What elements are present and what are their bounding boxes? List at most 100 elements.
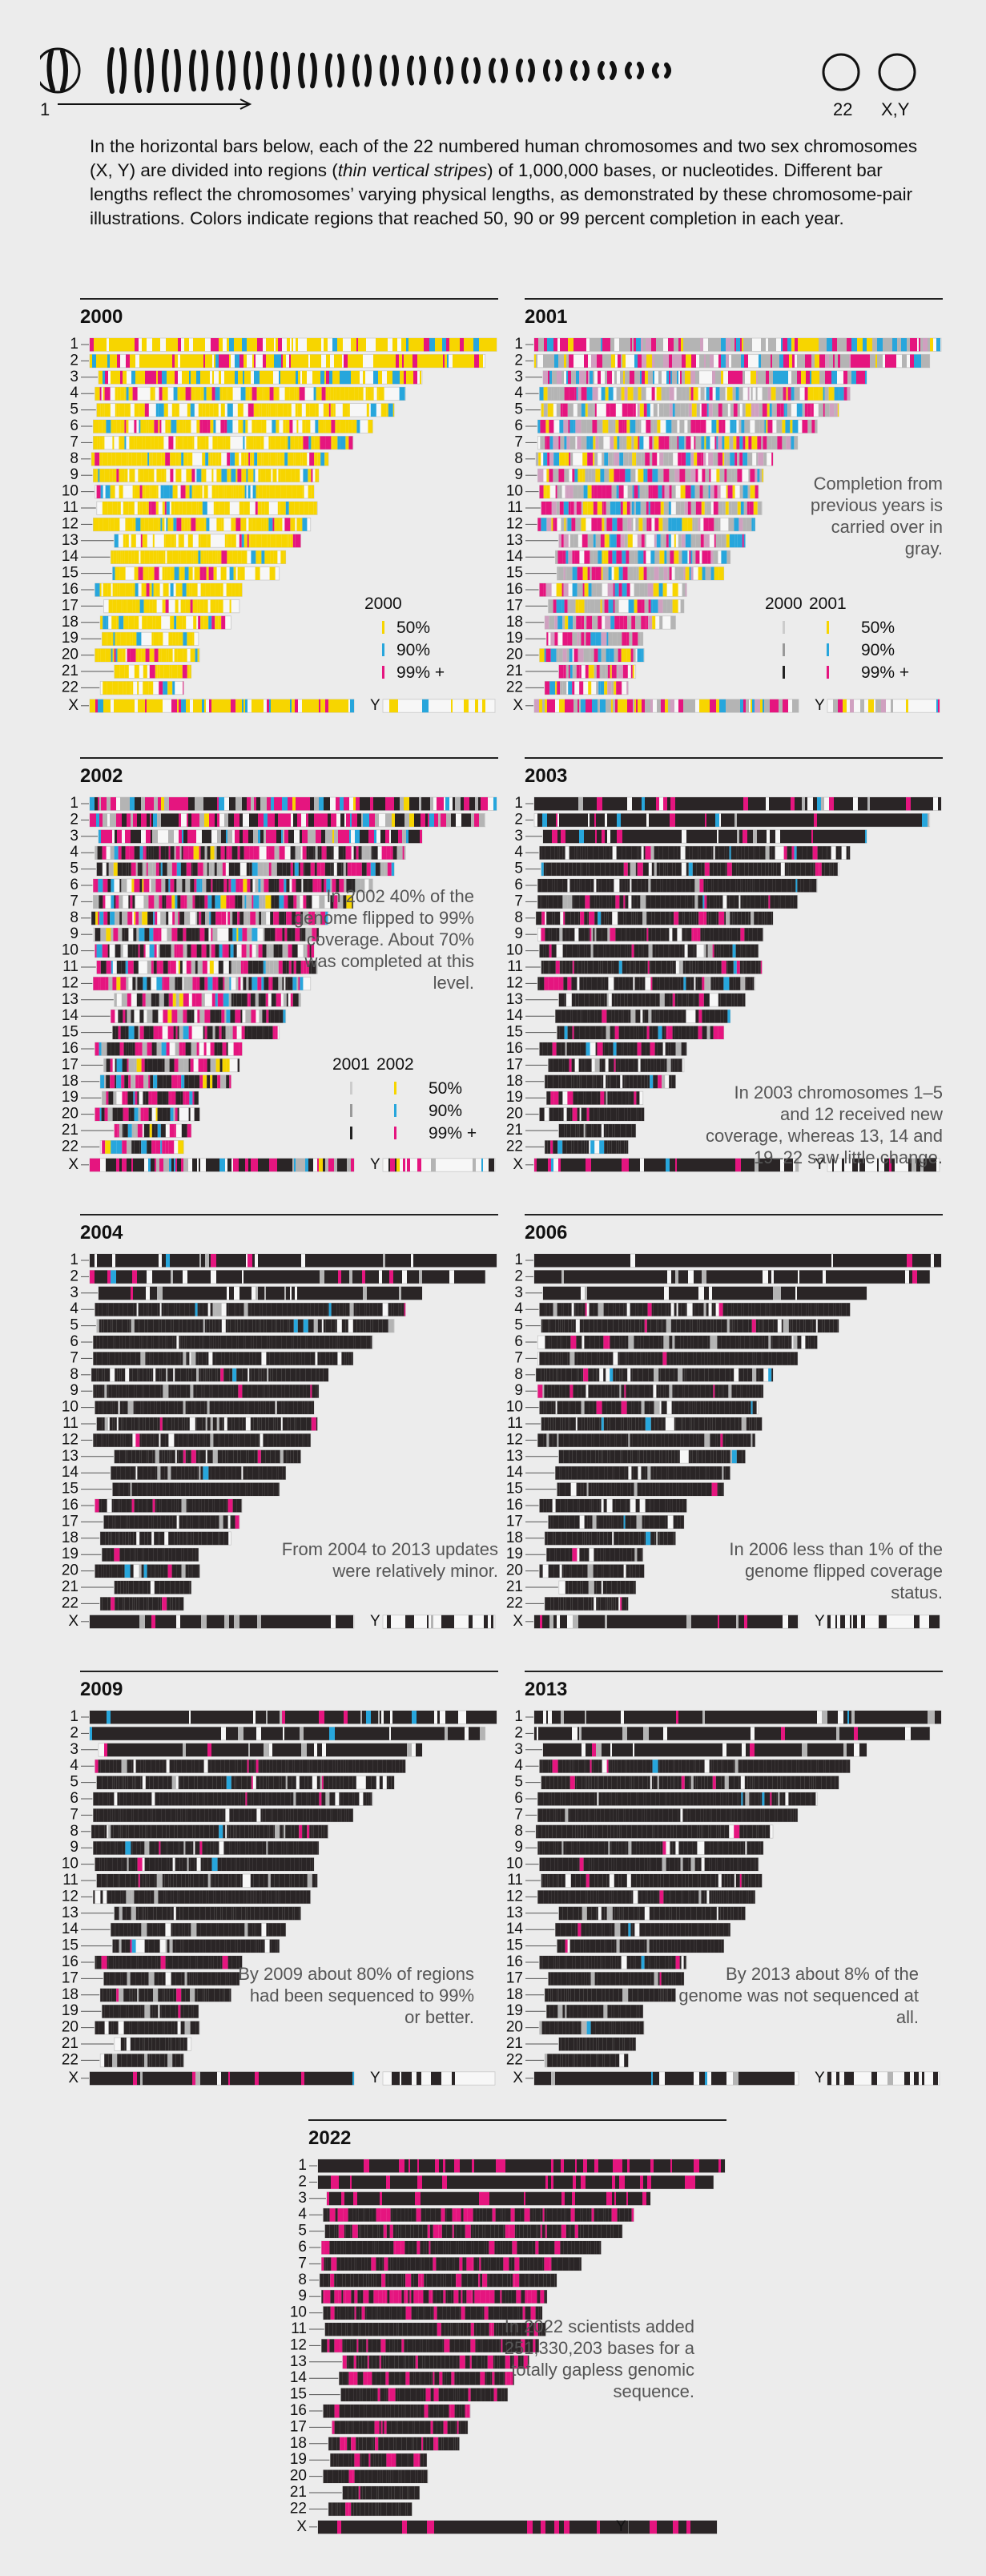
region-stripe — [250, 534, 256, 548]
region-stripe — [113, 550, 117, 564]
region-stripe — [647, 699, 650, 713]
region-stripe — [263, 961, 266, 974]
region-stripe — [823, 403, 825, 417]
region-stripe — [618, 420, 623, 433]
region-stripe — [163, 681, 168, 695]
region-stripe — [646, 797, 650, 811]
region-stripe — [690, 1026, 694, 1039]
panel-2002: 2002 1 2 3 4 5 6 7 8 9 10 11 12 13 14 15 16 17 18 19 20 21 22 X… — [62, 757, 498, 1182]
region-stripe — [191, 1010, 195, 1023]
region-stripe — [657, 436, 659, 449]
region-stripe — [90, 1158, 95, 1172]
region-stripe — [243, 436, 245, 449]
region-stripe — [134, 485, 140, 498]
region-stripe — [193, 485, 195, 498]
region-stripe — [662, 813, 666, 827]
region-stripe — [169, 1124, 175, 1138]
region-stripe — [593, 550, 598, 564]
region-stripe — [93, 895, 98, 909]
region-stripe — [171, 1158, 174, 1172]
region-stripe — [619, 895, 624, 909]
region-stripe — [116, 977, 121, 990]
region-stripe — [318, 420, 324, 433]
region-stripe — [125, 534, 129, 548]
region-stripe — [682, 961, 686, 974]
region-stripe — [665, 895, 670, 909]
region-stripe — [668, 452, 674, 466]
region-stripe — [134, 566, 139, 580]
region-stripe — [851, 370, 856, 385]
region-stripe — [691, 911, 694, 925]
region-stripe — [130, 1107, 135, 1121]
region-stripe — [175, 583, 179, 597]
region-stripe — [595, 338, 601, 352]
region-stripe — [91, 452, 95, 466]
region-stripe — [700, 928, 703, 941]
region-stripe — [93, 977, 99, 990]
region-stripe — [715, 370, 721, 385]
region-stripe — [192, 862, 198, 876]
region-stripe — [171, 665, 178, 679]
region-stripe — [546, 485, 550, 498]
region-stripe — [153, 813, 157, 827]
region-stripe — [819, 370, 825, 385]
region-stripe — [215, 485, 219, 498]
region-stripe — [461, 354, 465, 368]
region-stripe — [143, 1026, 150, 1039]
region-stripe — [553, 452, 560, 466]
region-stripe — [295, 452, 301, 466]
region-stripe — [125, 518, 127, 531]
region-stripe — [191, 928, 195, 941]
region-stripe — [595, 534, 601, 548]
region-stripe — [601, 387, 606, 401]
region-stripe — [626, 911, 632, 925]
region-stripe — [690, 566, 694, 580]
region-stripe — [698, 518, 701, 531]
region-stripe — [360, 879, 365, 893]
region-stripe — [210, 1074, 213, 1089]
region-stripe — [651, 862, 654, 876]
region-stripe — [249, 846, 254, 860]
region-stripe — [157, 354, 160, 368]
region-stripe — [682, 1010, 686, 1023]
region-stripe — [578, 648, 584, 662]
region-stripe — [265, 961, 270, 974]
region-stripe — [132, 485, 135, 498]
region-stripe — [642, 911, 647, 925]
region-stripe — [258, 944, 263, 957]
region-stripe — [114, 895, 116, 909]
region-stripe — [135, 1074, 139, 1089]
region-stripe — [203, 895, 205, 909]
region-stripe — [147, 813, 148, 827]
panel-rule — [80, 757, 498, 759]
region-stripe — [734, 911, 738, 925]
region-stripe — [147, 911, 154, 925]
region-stripe — [589, 993, 595, 1007]
region-stripe — [783, 699, 788, 713]
region-stripe — [152, 534, 155, 548]
region-stripe — [760, 370, 763, 385]
region-stripe — [99, 370, 103, 385]
region-stripe — [562, 944, 567, 957]
region-stripe — [211, 615, 215, 630]
region-stripe — [755, 403, 759, 417]
region-stripe — [730, 846, 737, 860]
region-stripe — [546, 911, 553, 925]
region-stripe — [266, 354, 272, 368]
region-stripe — [632, 452, 634, 466]
region-stripe — [648, 518, 652, 531]
region-stripe — [675, 502, 681, 515]
region-stripe — [127, 813, 128, 827]
region-stripe — [321, 846, 324, 860]
region-stripe — [167, 813, 172, 827]
region-stripe — [158, 370, 162, 385]
region-stripe — [674, 944, 680, 957]
region-stripe — [582, 485, 584, 498]
region-stripe — [907, 338, 910, 352]
region-stripe — [607, 370, 612, 385]
region-stripe — [811, 879, 817, 893]
region-stripe — [148, 469, 155, 482]
region-stripe — [771, 846, 775, 860]
region-stripe — [167, 1010, 172, 1023]
region-stripe — [203, 599, 208, 613]
